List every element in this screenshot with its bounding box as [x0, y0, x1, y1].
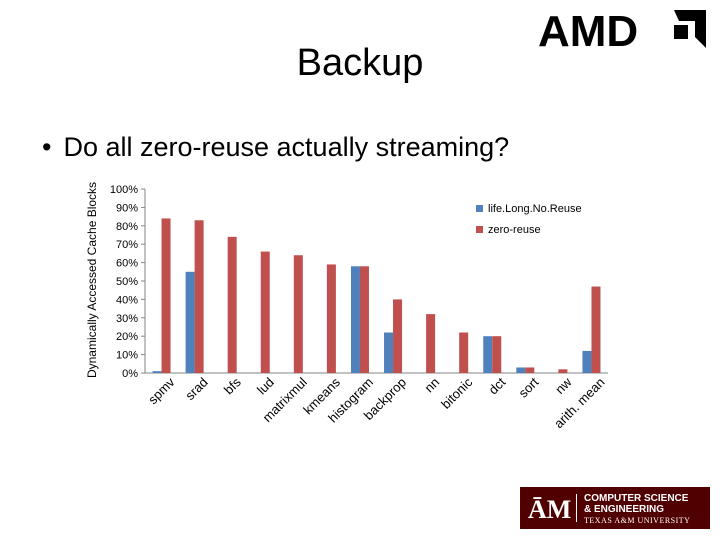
bar-zero-reuse: [260, 251, 270, 373]
bullet-text: • Do all zero-reuse actually streaming?: [42, 132, 509, 163]
x-tick-label: nw: [552, 374, 575, 397]
amd-logo: AMD: [538, 7, 706, 52]
bar-life-long-no-reuse: [152, 371, 162, 373]
x-tick-label: dct: [486, 374, 509, 397]
y-tick-label: 40%: [116, 294, 138, 306]
y-tick-label: 50%: [116, 276, 138, 288]
bar-life-long-no-reuse: [185, 271, 195, 373]
tamu-logo-line1: COMPUTER SCIENCE: [584, 493, 689, 504]
bar-zero-reuse: [558, 369, 568, 373]
tamu-logo-divider: [576, 494, 577, 522]
bar-life-long-no-reuse: [384, 332, 394, 373]
bar-zero-reuse: [326, 264, 336, 373]
y-tick-label: 30%: [116, 313, 138, 325]
bar-life-long-no-reuse: [516, 367, 526, 373]
bar-zero-reuse: [492, 336, 502, 373]
x-tick-label: lud: [254, 375, 277, 398]
tamu-logo-mark: ĀM: [528, 495, 571, 524]
y-tick-labels: 0% 10% 20% 30% 40% 50% 60% 70% 80% 90% 100%: [110, 184, 145, 380]
amd-logo-text: AMD: [538, 7, 638, 52]
x-tick-label: bfs: [221, 374, 244, 397]
bar-zero-reuse: [426, 314, 436, 373]
legend-swatch: [476, 226, 483, 233]
legend-label: life.Long.No.Reuse: [488, 203, 582, 215]
tamu-logo: ĀM COMPUTER SCIENCE & ENGINEERING TEXAS …: [520, 487, 710, 529]
x-tick-label: spmv: [145, 374, 178, 407]
y-tick-label: 100%: [110, 184, 138, 196]
x-tick-label: nn: [421, 375, 442, 396]
bar-zero-reuse: [293, 255, 303, 373]
legend-label: zero-reuse: [488, 224, 541, 236]
y-axis-title-group: Dynamically Accessed Cache Blocks: [85, 182, 99, 378]
tamu-logo-line2: & ENGINEERING: [584, 504, 664, 515]
y-axis-title: Dynamically Accessed Cache Blocks: [85, 182, 99, 378]
x-tick-label: bitonic: [438, 374, 476, 412]
amd-arrow-square-icon: [674, 25, 688, 39]
bar-zero-reuse: [393, 299, 403, 373]
y-tick-label: 60%: [116, 258, 138, 270]
y-tick-label: 80%: [116, 221, 138, 233]
bar-chart: Dynamically Accessed Cache Blocks 0% 10% 2…: [85, 182, 608, 431]
y-tick-label: 0%: [122, 368, 138, 380]
tamu-logo-background: [520, 487, 710, 529]
x-tick-label: srad: [182, 375, 210, 403]
legend-swatch: [476, 205, 483, 212]
x-tick-labels: spmv srad bfs ludmatrixmulkmeanshistogramba…: [145, 374, 607, 431]
bar-zero-reuse: [194, 220, 204, 373]
y-tick-label: 70%: [116, 239, 138, 251]
y-tick-label: 20%: [116, 331, 138, 343]
bar-zero-reuse: [591, 286, 601, 373]
bar-life-long-no-reuse: [483, 336, 493, 373]
tamu-logo-line3: TEXAS A&M UNIVERSITY: [584, 516, 690, 525]
bar-life-long-no-reuse: [350, 266, 360, 373]
bar-zero-reuse: [227, 236, 237, 373]
amd-arrow-icon: [674, 10, 706, 48]
chart-legend: life.Long.No.Reuse zero-reuse: [476, 203, 582, 236]
bar-life-long-no-reuse: [582, 350, 592, 373]
y-tick-label: 90%: [116, 202, 138, 214]
chart-axes: [144, 189, 608, 374]
bar-zero-reuse: [161, 218, 171, 373]
y-tick-label: 10%: [116, 350, 138, 362]
bar-zero-reuse: [459, 332, 469, 373]
chart-bars: [152, 218, 601, 373]
bar-zero-reuse: [359, 266, 369, 373]
slide-title: Backup: [296, 42, 424, 84]
bullet-marker: •: [42, 132, 52, 162]
x-tick-label: sort: [516, 374, 542, 400]
bullet-text-content: Do all zero-reuse actually streaming?: [63, 132, 510, 162]
bar-zero-reuse: [525, 367, 535, 373]
